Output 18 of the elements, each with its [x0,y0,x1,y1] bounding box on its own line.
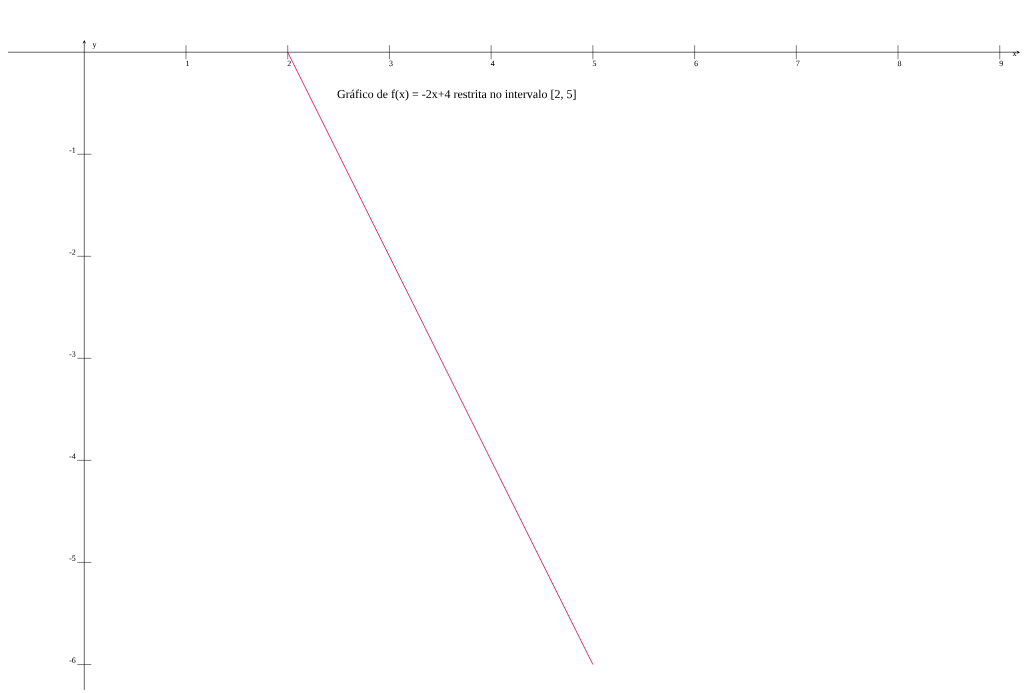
x-tick-label: 3 [389,60,393,67]
y-tick-label: -1 [69,147,76,153]
y-axis-title: y [92,43,97,49]
x-tick-label: 7 [796,60,800,66]
y-tick-label: -3 [69,351,76,357]
x-tick-label: 4 [490,60,495,67]
x-tick-label: 5 [592,60,597,67]
x-tick-label: 2 [287,60,291,67]
annotation: Gráfico de f(x) = -2x+4 restrita no intervalo [2, 5] [337,89,576,101]
y-tick-label: -2 [69,249,76,255]
x-tick-label: 6 [694,60,698,67]
x-tick-label: 1 [186,60,190,67]
x-tick-label: 9 [999,60,1003,67]
x-axis-title: x [1012,52,1017,56]
x-tick-label: 8 [897,60,902,67]
y-tick-label: -6 [69,657,76,663]
y-tick-label: -5 [69,555,76,561]
y-tick-label: -4 [69,453,76,459]
